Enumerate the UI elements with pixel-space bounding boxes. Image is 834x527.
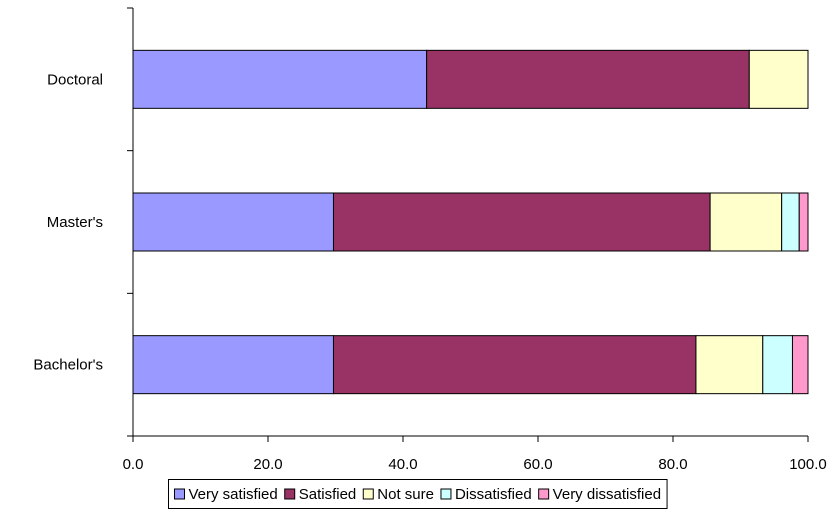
legend-label: Not sure bbox=[377, 486, 434, 503]
category-label: Bachelor's bbox=[33, 357, 103, 374]
bar-segment bbox=[332, 335, 697, 395]
x-tick-label: 20.0 bbox=[253, 456, 282, 473]
legend-swatch bbox=[362, 488, 374, 500]
category-label: Doctoral bbox=[47, 71, 103, 88]
bar-segment bbox=[426, 49, 750, 109]
x-tick-label: 60.0 bbox=[523, 456, 552, 473]
bar-segment bbox=[748, 49, 809, 109]
legend-label: Satisfied bbox=[299, 486, 357, 503]
bar-segment bbox=[762, 335, 793, 395]
bar-segment bbox=[132, 335, 334, 395]
legend-box bbox=[168, 479, 668, 509]
legend-label: Very satisfied bbox=[189, 486, 278, 503]
legend-swatch bbox=[440, 488, 452, 500]
bar-segment bbox=[791, 335, 809, 395]
category-label: Master's bbox=[47, 214, 103, 231]
bar-segment bbox=[781, 192, 800, 252]
legend-swatch bbox=[284, 488, 296, 500]
legend-label: Very dissatisfied bbox=[553, 486, 661, 503]
x-tick-label: 100.0 bbox=[789, 456, 827, 473]
legend-label: Dissatisfied bbox=[455, 486, 532, 503]
legend-swatch bbox=[174, 488, 185, 500]
bar-segment bbox=[709, 192, 783, 252]
bar-segment bbox=[798, 192, 809, 252]
x-tick-label: 0.0 bbox=[123, 456, 144, 473]
legend-swatch bbox=[538, 488, 550, 500]
bar-segment bbox=[695, 335, 764, 395]
legend: Very satisfied Satisfied Not sure Dissatisf… bbox=[168, 479, 668, 509]
x-tick-label: 40.0 bbox=[388, 456, 417, 473]
bar-segment bbox=[132, 192, 334, 252]
x-tick-label: 80.0 bbox=[658, 456, 687, 473]
bar-segment bbox=[332, 192, 711, 252]
bar-segment bbox=[132, 49, 428, 109]
